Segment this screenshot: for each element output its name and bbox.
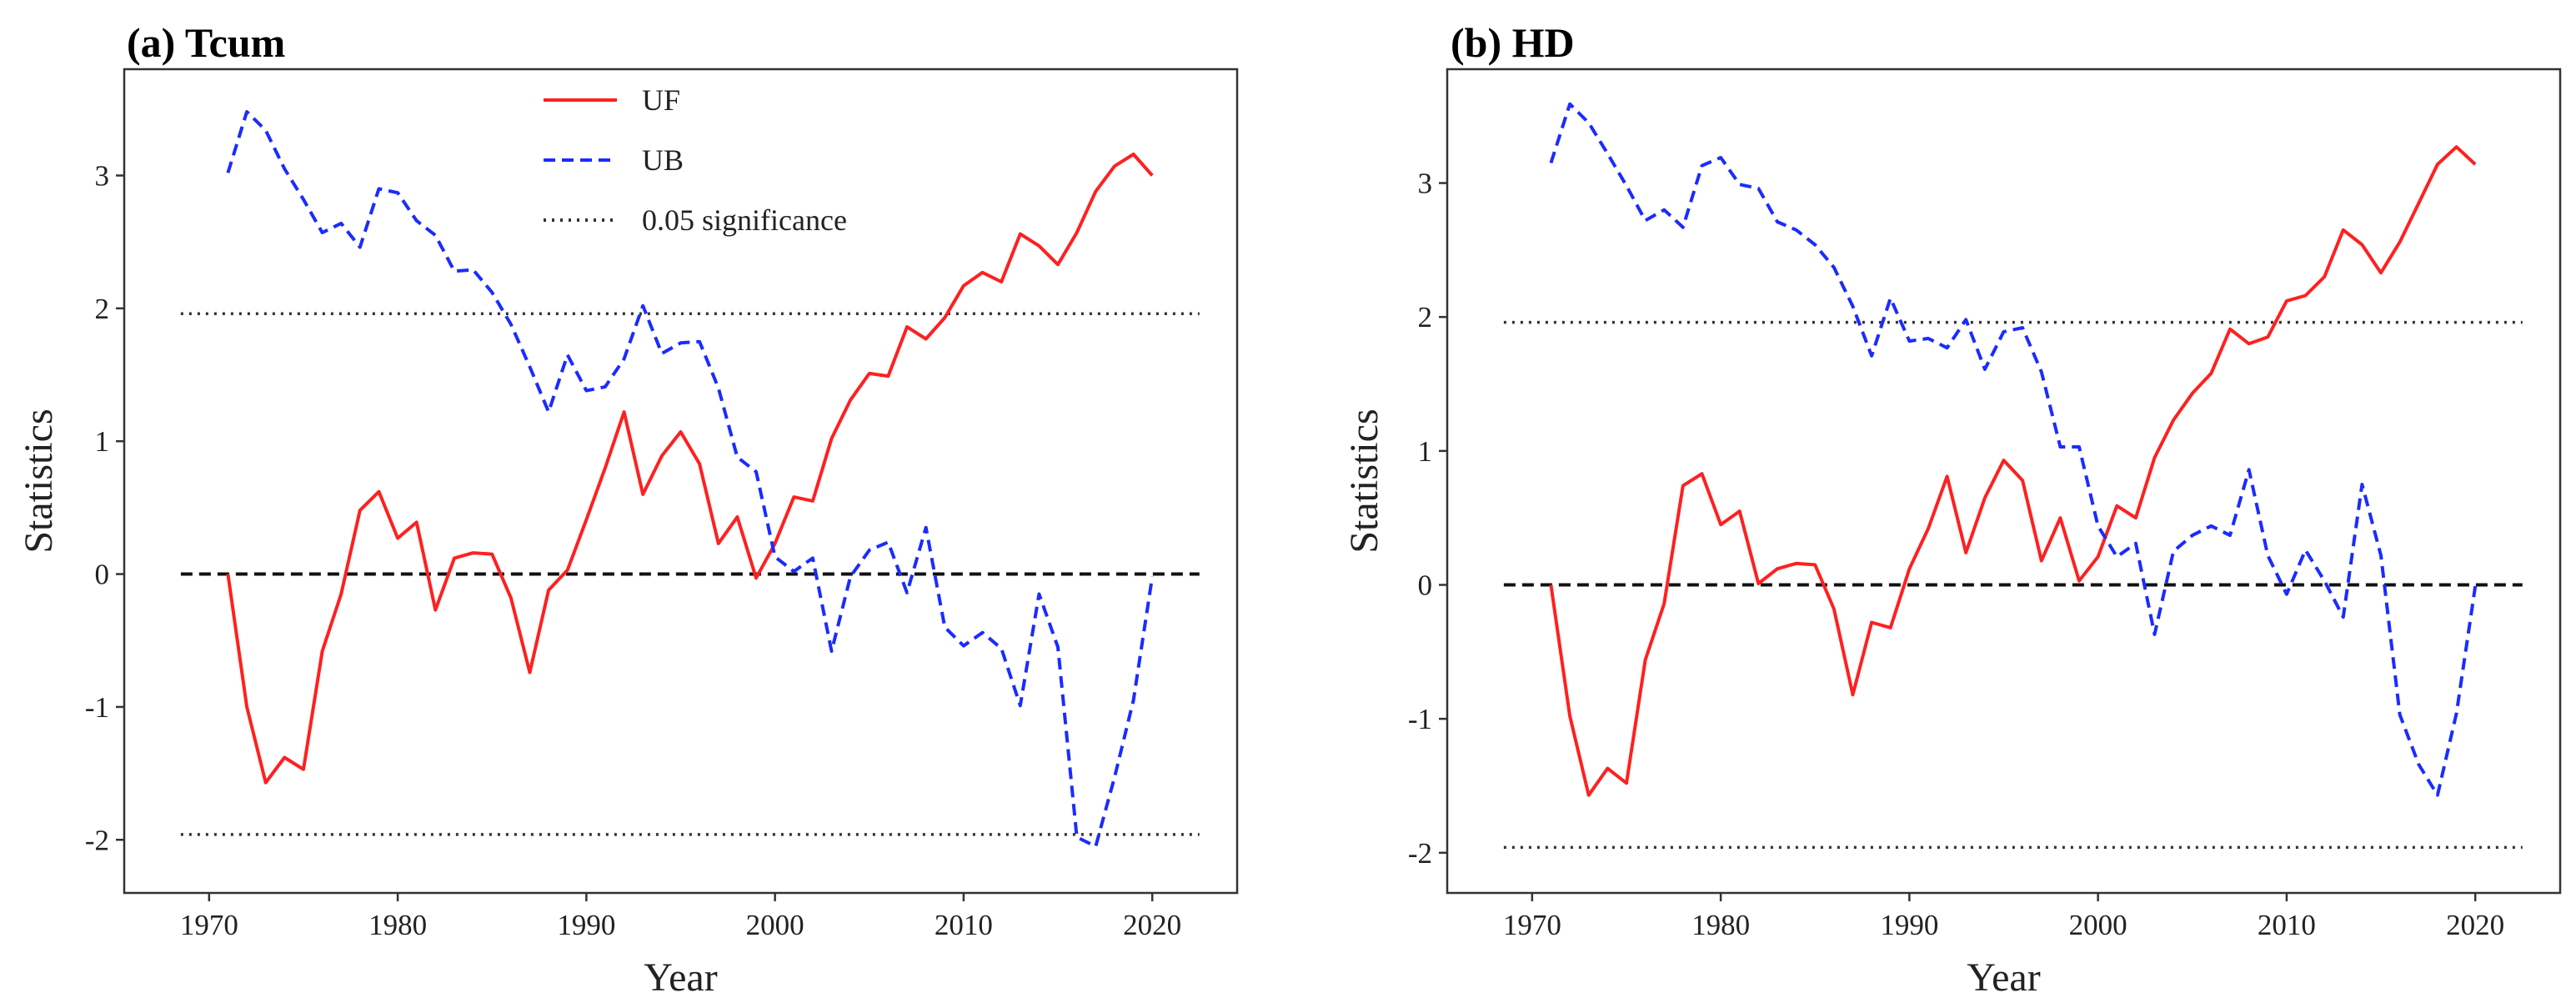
legend-label-2: 0.05 significance (642, 203, 847, 237)
x-tick-label: 1990 (1880, 909, 1938, 941)
y-tick-label: -2 (85, 824, 109, 856)
x-axis-label: Year (644, 955, 717, 1000)
y-tick-label: -1 (85, 691, 109, 724)
y-tick-label: 0 (95, 559, 110, 591)
x-tick-label: 2010 (935, 909, 993, 941)
plot-frame (123, 68, 1239, 895)
y-tick-label: 2 (1418, 301, 1433, 333)
x-tick-label: 2020 (1123, 909, 1181, 941)
x-tick-label: 1990 (557, 909, 615, 941)
y-axis-label: Statistics (17, 409, 61, 553)
chart-panel-0: (a) Tcum 1970 1980 1990 2000 2010 2020 -2 -1 0 1 2 3… (17, 19, 1239, 1000)
chart-panel-1: (b) HD 1970 1980 1990 2000 2010 2020 -2 -1 0 1 2 3 Ye… (1342, 19, 2562, 1000)
x-tick-label: 1980 (368, 909, 427, 941)
panel-title: (a) Tcum (127, 19, 285, 66)
x-tick-label: 1970 (1503, 909, 1561, 941)
series-line-uf (226, 153, 1154, 785)
x-tick-label: 1980 (1691, 909, 1750, 941)
y-axis-label: Statistics (1342, 409, 1386, 553)
y-tick-label: -1 (1408, 703, 1432, 735)
plot-frame (1446, 68, 2562, 895)
legend-label-0: UF (642, 83, 680, 117)
y-tick-label: -2 (1408, 837, 1432, 870)
series-line-ub (1549, 102, 2478, 797)
x-axis-label: Year (1967, 955, 2040, 1000)
y-tick-label: 2 (95, 293, 110, 325)
x-tick-label: 2000 (746, 909, 804, 941)
x-tick-label: 2010 (2258, 909, 2316, 941)
x-tick-label: 2020 (2446, 909, 2504, 941)
legend: UF UB 0.05 significance (544, 83, 847, 237)
series-line-uf (1549, 145, 2477, 797)
y-tick-label: 3 (1418, 168, 1433, 200)
x-tick-label: 2000 (2069, 909, 2127, 941)
legend-label-1: UB (642, 143, 684, 177)
panel-title: (b) HD (1451, 19, 1575, 66)
x-tick-label: 1970 (180, 909, 238, 941)
y-tick-label: 1 (95, 425, 110, 458)
y-tick-label: 1 (1418, 435, 1433, 468)
y-tick-label: 0 (1418, 569, 1433, 602)
y-tick-label: 3 (95, 159, 110, 192)
